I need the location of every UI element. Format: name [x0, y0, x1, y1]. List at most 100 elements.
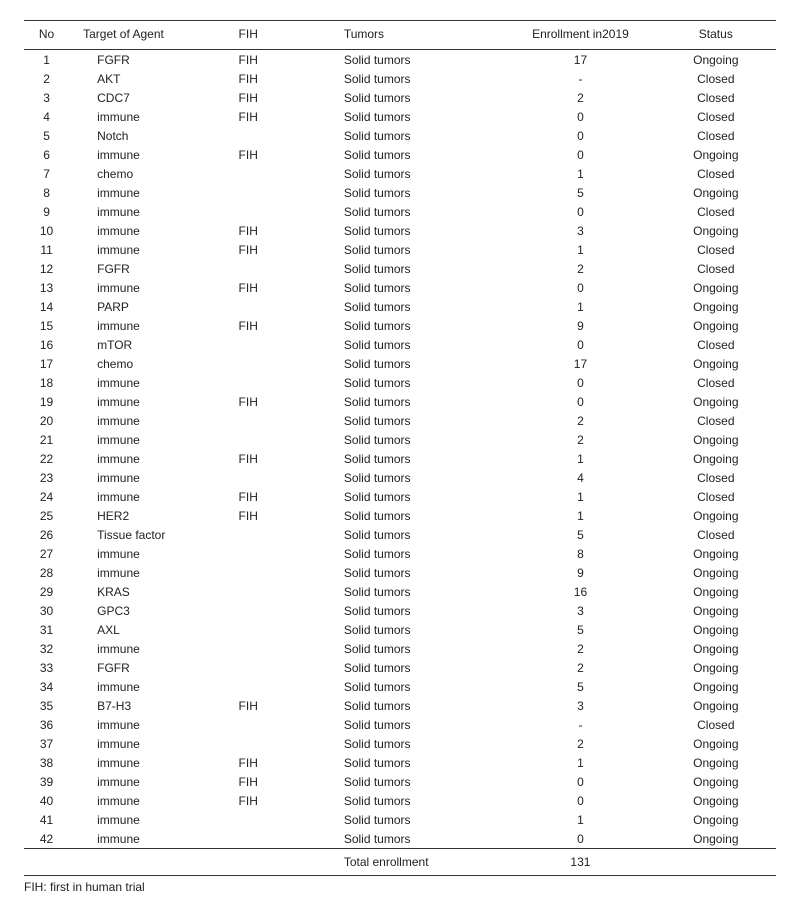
table-row: 16mTORSolid tumors0Closed — [24, 335, 776, 354]
cell: Closed — [656, 164, 776, 183]
cell: FIH — [235, 316, 340, 335]
cell: 1 — [505, 449, 655, 468]
cell — [235, 525, 340, 544]
cell: 23 — [24, 468, 69, 487]
cell: Solid tumors — [340, 392, 505, 411]
cell: immune — [69, 677, 234, 696]
table-row: 18immuneSolid tumors0Closed — [24, 373, 776, 392]
cell: 28 — [24, 563, 69, 582]
cell: 5 — [505, 183, 655, 202]
table-row: 40immuneFIHSolid tumors0Ongoing — [24, 791, 776, 810]
cell: Solid tumors — [340, 107, 505, 126]
cell: - — [505, 69, 655, 88]
cell: 5 — [24, 126, 69, 145]
cell: Closed — [656, 202, 776, 221]
cell: 34 — [24, 677, 69, 696]
cell: - — [505, 715, 655, 734]
cell: Ongoing — [656, 50, 776, 70]
cell: 0 — [505, 126, 655, 145]
cell: Closed — [656, 69, 776, 88]
cell: 2 — [505, 734, 655, 753]
col-enroll: Enrollment in2019 — [505, 21, 655, 50]
cell: Ongoing — [656, 753, 776, 772]
cell: immune — [69, 544, 234, 563]
cell: Ongoing — [656, 544, 776, 563]
cell: Ongoing — [656, 791, 776, 810]
cell: 6 — [24, 145, 69, 164]
cell: immune — [69, 753, 234, 772]
table-row: 5NotchSolid tumors0Closed — [24, 126, 776, 145]
table-row: 24immuneFIHSolid tumors1Closed — [24, 487, 776, 506]
cell — [235, 715, 340, 734]
cell: Ongoing — [656, 430, 776, 449]
table-row: 28immuneSolid tumors9Ongoing — [24, 563, 776, 582]
cell: Closed — [656, 373, 776, 392]
cell: Solid tumors — [340, 601, 505, 620]
cell: Ongoing — [656, 810, 776, 829]
cell: 38 — [24, 753, 69, 772]
table-row: 23immuneSolid tumors4Closed — [24, 468, 776, 487]
cell: Closed — [656, 126, 776, 145]
cell: 37 — [24, 734, 69, 753]
cell: Solid tumors — [340, 734, 505, 753]
cell: Ongoing — [656, 354, 776, 373]
cell — [235, 677, 340, 696]
table-row: 27immuneSolid tumors8Ongoing — [24, 544, 776, 563]
cell: Ongoing — [656, 278, 776, 297]
cell: Solid tumors — [340, 696, 505, 715]
cell: Solid tumors — [340, 468, 505, 487]
cell: 33 — [24, 658, 69, 677]
cell: B7-H3 — [69, 696, 234, 715]
cell: 3 — [505, 221, 655, 240]
cell: FIH — [235, 240, 340, 259]
cell — [235, 354, 340, 373]
cell: 25 — [24, 506, 69, 525]
cell: immune — [69, 563, 234, 582]
cell: immune — [69, 734, 234, 753]
table-row: 12FGFRSolid tumors2Closed — [24, 259, 776, 278]
cell: immune — [69, 278, 234, 297]
cell: 1 — [24, 50, 69, 70]
table-row: 6immuneFIHSolid tumors0Ongoing — [24, 145, 776, 164]
cell: Ongoing — [656, 506, 776, 525]
cell: 30 — [24, 601, 69, 620]
col-fih: FIH — [235, 21, 340, 50]
cell: Ongoing — [656, 392, 776, 411]
cell: immune — [69, 107, 234, 126]
cell: 11 — [24, 240, 69, 259]
cell — [235, 810, 340, 829]
cell: FIH — [235, 88, 340, 107]
cell: Solid tumors — [340, 715, 505, 734]
table-row: 29KRASSolid tumors16Ongoing — [24, 582, 776, 601]
table-row: 1FGFRFIHSolid tumors17Ongoing — [24, 50, 776, 70]
table-row: 31AXLSolid tumors5Ongoing — [24, 620, 776, 639]
cell: 0 — [505, 107, 655, 126]
cell: 1 — [505, 240, 655, 259]
cell: 2 — [505, 430, 655, 449]
cell: Ongoing — [656, 582, 776, 601]
cell: 32 — [24, 639, 69, 658]
cell: 8 — [24, 183, 69, 202]
cell: Ongoing — [656, 183, 776, 202]
cell — [235, 582, 340, 601]
cell — [235, 563, 340, 582]
cell: 17 — [24, 354, 69, 373]
cell: Solid tumors — [340, 430, 505, 449]
cell: Ongoing — [656, 297, 776, 316]
cell: 5 — [505, 677, 655, 696]
cell: Solid tumors — [340, 373, 505, 392]
cell: 0 — [505, 278, 655, 297]
cell: FGFR — [69, 259, 234, 278]
cell: FIH — [235, 278, 340, 297]
cell: FIH — [235, 107, 340, 126]
cell — [235, 411, 340, 430]
table-row: 8immuneSolid tumors5Ongoing — [24, 183, 776, 202]
cell: 42 — [24, 829, 69, 849]
cell: immune — [69, 810, 234, 829]
total-row: Total enrollment 131 — [24, 849, 776, 876]
cell: FIH — [235, 753, 340, 772]
cell: 1 — [505, 810, 655, 829]
cell: 2 — [505, 259, 655, 278]
cell: Closed — [656, 335, 776, 354]
cell: FIH — [235, 221, 340, 240]
